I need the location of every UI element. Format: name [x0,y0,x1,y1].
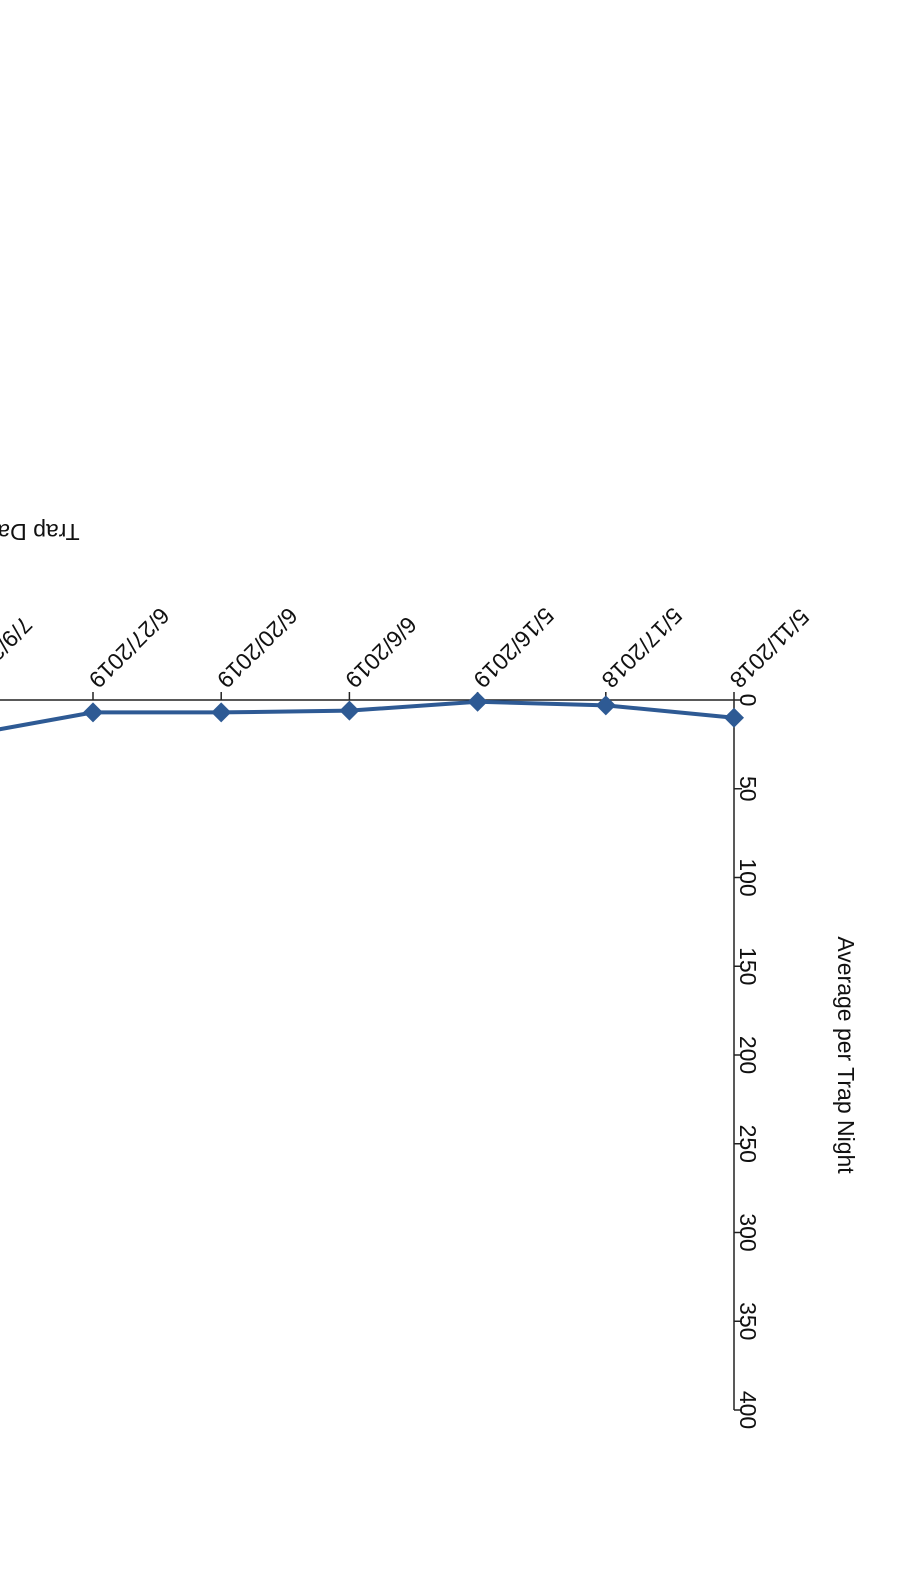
y-tick-label: 200 [735,1036,761,1074]
series-line [0,699,735,732]
x-tick-label: 5/17/2018 [597,602,688,693]
x-tick-label: 6/20/2019 [212,602,303,693]
x-tick-label: 7/9/2019 [0,611,37,693]
y-tick-label: 0 [735,694,761,707]
y-tick-label: 250 [735,1125,761,1163]
data-point [724,707,744,728]
y-tick-label: 100 [735,858,761,896]
y-tick-label: 50 [735,776,761,802]
y-tick-label: 150 [735,947,761,985]
data-point [595,695,616,716]
data-point [467,691,488,712]
y-tick-label: 350 [735,1302,761,1340]
data-point [339,700,360,721]
y-tick-label: 400 [735,1391,761,1429]
x-tick-label: 5/11/2018 [725,604,815,694]
x-tick-label: 5/16/2019 [468,602,559,693]
data-point [211,702,232,723]
y-tick-label: 300 [735,1213,761,1251]
x-tick-label: 6/6/2019 [340,611,422,693]
data-point [83,702,103,723]
y-axis-title: Average per Trap Night [833,936,859,1174]
x-axis-title: Trap Date [0,519,80,545]
x-tick-label: 6/27/2019 [84,602,175,693]
